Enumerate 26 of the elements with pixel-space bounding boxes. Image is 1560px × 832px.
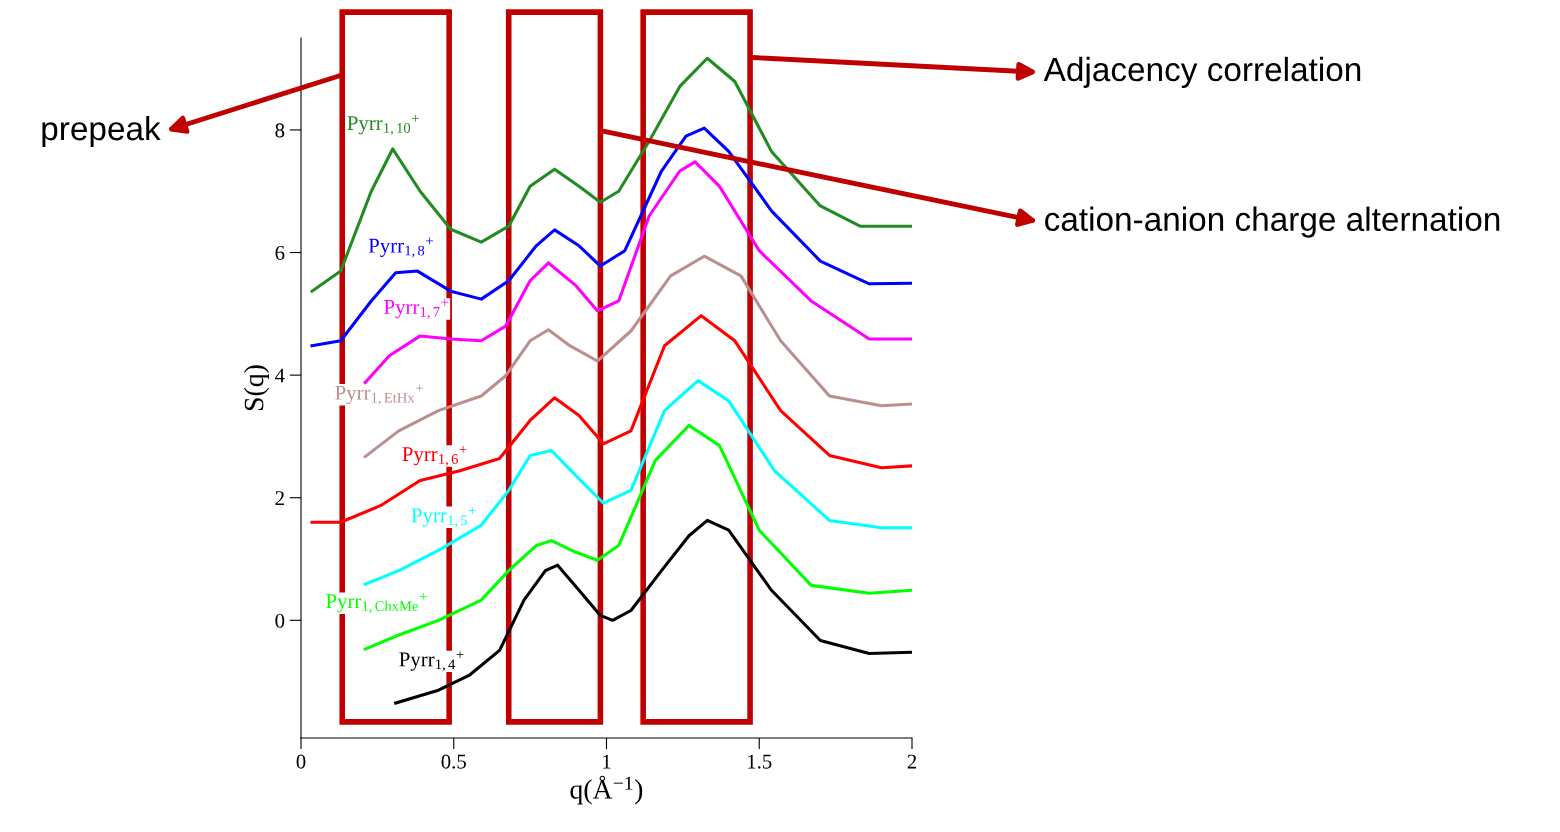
y-tick-label: 4: [275, 368, 285, 383]
line-series: [363, 423, 912, 651]
x-tick-label: 1.5: [748, 754, 772, 769]
series-label: Pyrr$_{1,4}$$^{+}$: [399, 651, 464, 672]
series-label: Pyrr$_{1,10}$$^{+}$: [347, 114, 419, 135]
y-tick-label: 2: [275, 491, 284, 505]
series-label: Pyrr$_{1,7}$$^{+}$: [384, 298, 449, 319]
y-tick-label: 6: [275, 245, 285, 260]
line-series: [363, 160, 912, 385]
series-label: Pyrr$_{1,6}$$^{+}$: [402, 445, 467, 466]
series-label: Pyrr$_{1,EtHx}$$^{+}$: [335, 384, 423, 405]
x-tick-label: 1: [603, 754, 611, 769]
x-tick-label: 0: [296, 754, 306, 769]
series-label: Pyrr$_{1,8}$$^{+}$: [368, 237, 433, 258]
series-label: Pyrr$_{1,ChxMe}$$^{+}$: [326, 593, 427, 614]
y-tick-label: 8: [275, 123, 285, 138]
x-tick-label: 0.5: [441, 754, 466, 769]
x-tick-label: 2: [907, 754, 917, 769]
series-label: Pyrr$_{1,5}$$^{+}$: [411, 507, 476, 528]
y-axis-title: S(q): [243, 365, 270, 411]
band-label: prepeak: [42, 115, 161, 147]
x-axis-title: q(Å$^{−1}$): [570, 775, 643, 805]
y-tick-label: 0: [275, 613, 285, 628]
line-series: [310, 56, 912, 293]
band-label: cation-anion charge alternation: [1045, 206, 1500, 238]
band-label: Adjacency correlation: [1043, 56, 1361, 88]
